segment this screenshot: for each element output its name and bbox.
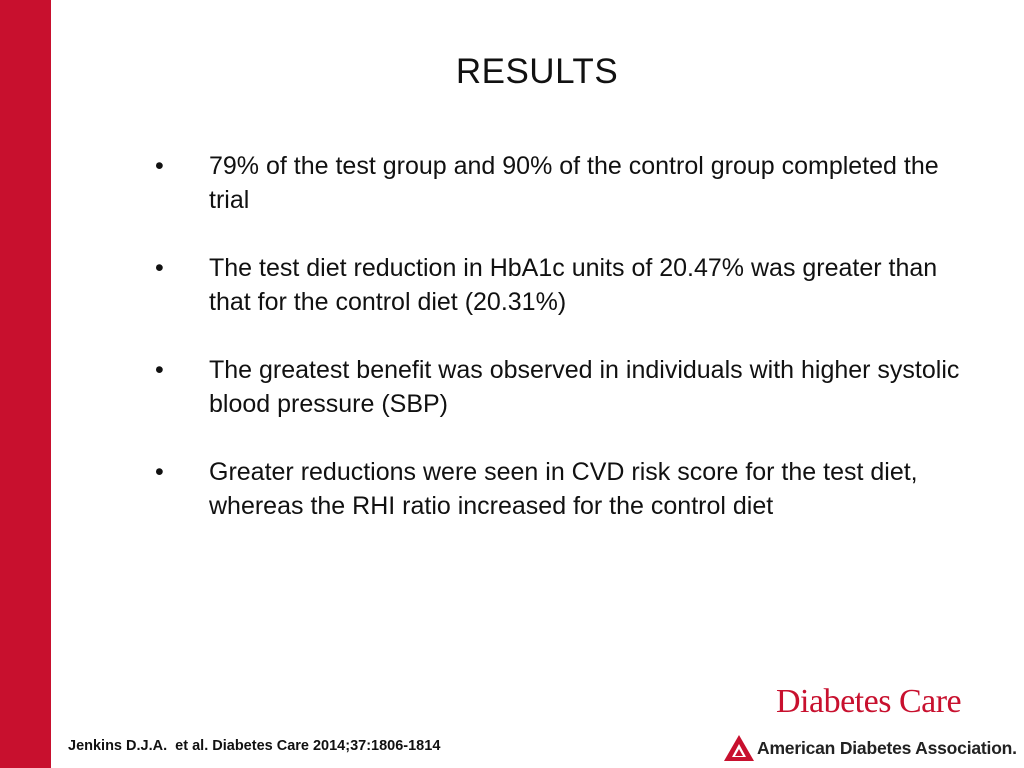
bullet-item: • The test diet reduction in HbA1c units… [152, 251, 982, 319]
ada-triangle-icon [724, 735, 754, 761]
slide-title: RESULTS [455, 52, 619, 91]
bullet-item: • The greatest benefit was observed in i… [152, 353, 982, 421]
ada-logo: American Diabetes Association. [724, 735, 1017, 761]
bullet-item: • 79% of the test group and 90% of the c… [152, 149, 982, 217]
red-side-bar [0, 0, 51, 768]
bullet-item: • Greater reductions were seen in CVD ri… [152, 455, 982, 523]
bullet-text: The greatest benefit was observed in ind… [209, 356, 960, 418]
bullet-text: 79% of the test group and 90% of the con… [209, 152, 939, 214]
bullet-list: • 79% of the test group and 90% of the c… [152, 149, 982, 557]
bullet-text: The test diet reduction in HbA1c units o… [209, 254, 938, 316]
citation: Jenkins D.J.A. et al. Diabetes Care 2014… [68, 738, 441, 754]
ada-name: American Diabetes Association. [757, 737, 1017, 758]
bullet-text: Greater reductions were seen in CVD risk… [209, 458, 918, 520]
diabetes-care-logo: Diabetes Care [776, 683, 962, 720]
bullet-marker: • [155, 458, 164, 486]
bullet-marker: • [155, 254, 164, 282]
bullet-marker: • [155, 152, 164, 180]
bullet-marker: • [155, 356, 164, 384]
